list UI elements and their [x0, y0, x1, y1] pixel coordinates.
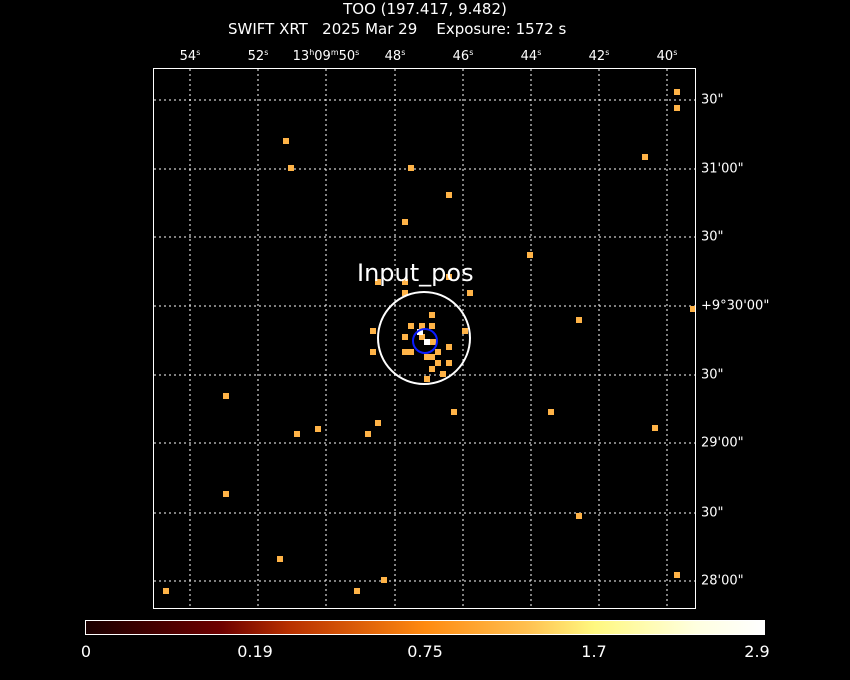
photon-pixel — [370, 328, 376, 334]
dec-label: 30" — [701, 229, 724, 245]
photon-pixel — [381, 577, 387, 583]
source-label: Input_pos — [357, 259, 474, 287]
colorbar-label: 0.19 — [237, 642, 273, 661]
photon-pixel — [402, 349, 408, 355]
photon-pixel — [402, 290, 408, 296]
photon-pixel — [440, 371, 446, 377]
colorbar-label: 0 — [80, 642, 92, 661]
photon-pixel — [674, 572, 680, 578]
dec-label: 28'00" — [701, 573, 744, 589]
photon-pixel — [417, 329, 423, 335]
photon-pixel — [690, 306, 696, 312]
image-frame — [153, 68, 696, 609]
photon-pixel — [288, 165, 294, 171]
photon-pixel — [674, 105, 680, 111]
photon-pixel — [576, 513, 582, 519]
photon-pixel — [365, 431, 371, 437]
photon-pixel — [354, 588, 360, 594]
colorbar-label: 0.75 — [407, 642, 443, 661]
photon-pixel — [462, 328, 468, 334]
colorbar — [85, 620, 765, 635]
image-title: TOO (197.417, 9.482) — [343, 0, 507, 18]
photon-pixel — [548, 409, 554, 415]
photon-pixel — [402, 219, 408, 225]
photon-pixel — [429, 312, 435, 318]
photon-pixel — [576, 317, 582, 323]
photon-pixel — [446, 192, 452, 198]
photon-pixel — [430, 339, 436, 345]
photon-pixel — [294, 431, 300, 437]
photon-pixel — [527, 252, 533, 258]
photon-pixel — [408, 323, 414, 329]
photon-pixel — [402, 334, 408, 340]
exposure: Exposure: 1572 s — [436, 20, 567, 38]
position-error-circle — [412, 328, 438, 354]
photon-pixel — [674, 89, 680, 95]
photon-pixel — [315, 426, 321, 432]
photon-pixel — [402, 279, 408, 285]
ra-label: 54s — [179, 48, 201, 65]
dec-label: +9°30'00" — [701, 298, 770, 314]
photon-pixel — [429, 366, 435, 372]
photon-pixel — [642, 154, 648, 160]
dec-label: 31'00" — [701, 161, 744, 177]
photon-pixel — [424, 339, 430, 345]
photon-pixel — [223, 393, 229, 399]
obs-date: 2025 Mar 29 — [322, 20, 418, 38]
photon-pixel — [451, 409, 457, 415]
photon-pixel — [223, 491, 229, 497]
photon-pixel — [408, 349, 414, 355]
dec-label: 30" — [701, 92, 724, 108]
photon-pixel — [370, 349, 376, 355]
photon-pixel — [408, 165, 414, 171]
dec-label: 29'00" — [701, 435, 744, 451]
photon-pixel — [424, 354, 430, 360]
photon-pixel — [375, 279, 381, 285]
photon-pixel — [652, 425, 658, 431]
photon-pixel — [446, 360, 452, 366]
ra-label: 44s — [520, 48, 542, 65]
ra-label: 13h09m50s — [292, 48, 360, 65]
photon-pixel — [435, 349, 441, 355]
dec-label: 30" — [701, 505, 724, 521]
photon-pixel — [435, 360, 441, 366]
source-region-circle — [377, 291, 471, 385]
image-subtitle: SWIFT XRT 2025 Mar 29 Exposure: 1572 s — [228, 21, 566, 37]
photon-pixel — [467, 290, 473, 296]
photon-pixel — [375, 420, 381, 426]
colorbar-label: 1.7 — [581, 642, 607, 661]
photon-pixel — [283, 138, 289, 144]
photon-pixel — [163, 588, 169, 594]
photon-pixel — [424, 376, 430, 382]
ra-label: 42s — [588, 48, 610, 65]
dec-label: 30" — [701, 367, 724, 383]
photon-pixel — [419, 334, 425, 340]
photon-pixel — [446, 274, 452, 280]
ra-label: 40s — [656, 48, 678, 65]
instrument: SWIFT XRT — [228, 20, 308, 38]
photon-pixel — [429, 323, 435, 329]
ra-label: 52s — [247, 48, 269, 65]
photon-pixel — [429, 354, 435, 360]
ra-label: 46s — [452, 48, 474, 65]
ra-label: 48s — [384, 48, 406, 65]
photon-pixel — [446, 344, 452, 350]
photon-pixel — [277, 556, 283, 562]
photon-pixel — [419, 323, 425, 329]
colorbar-label: 2.9 — [744, 642, 770, 661]
